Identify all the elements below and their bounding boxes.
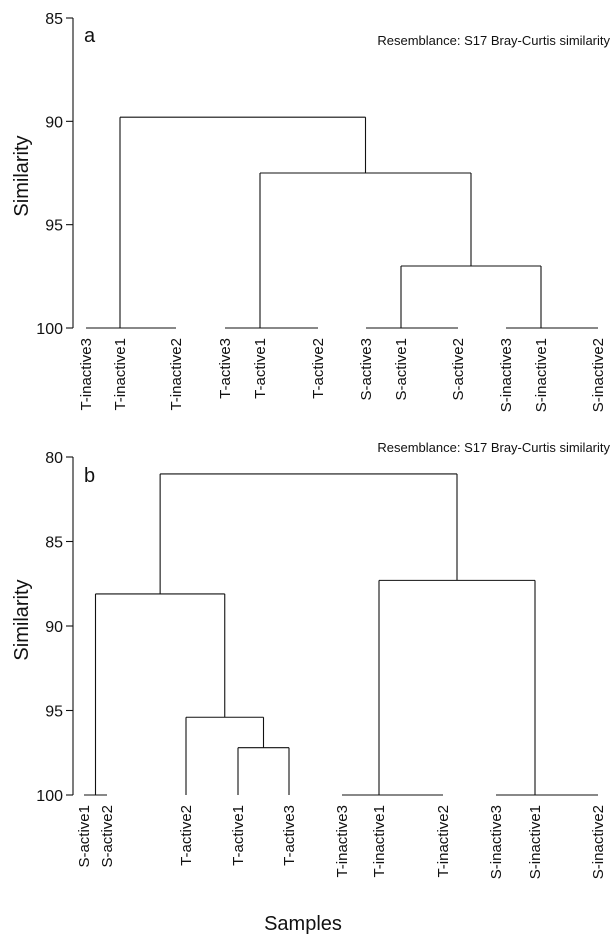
panel-b-y-tick-label-85: 85	[45, 535, 63, 552]
panel-b-leaf-label-S-inactive3: S-inactive3	[488, 805, 505, 879]
panel-b-y-axis-title: Similarity	[11, 579, 33, 660]
panel-b-leaf-label-T-active2: T-active2	[178, 805, 195, 866]
panel-b-y-tick-label-90: 90	[45, 619, 63, 636]
panel-b-leaf-label-S-active2: S-active2	[99, 805, 116, 868]
panel-a-y-tick-label-95: 95	[45, 218, 63, 235]
panel-a-leaf-label-T-inactive3: T-inactive3	[78, 338, 95, 411]
panel-a-leaf-label-S-inactive2: S-inactive2	[590, 338, 607, 412]
panel-a-leaf-label-T-active2: T-active2	[310, 338, 327, 399]
panel-b-leaf-label-T-inactive1: T-inactive1	[371, 805, 388, 878]
panel-a-leaf-label-S-active3: S-active3	[358, 338, 375, 401]
panel-a-leaf-label-S-inactive3: S-inactive3	[498, 338, 515, 412]
panel-b-y-tick-label-80: 80	[45, 450, 63, 467]
panel-a-resemblance-subtitle: Resemblance: S17 Bray-Curtis similarity	[377, 33, 610, 48]
panel-a-leaf-label-T-inactive2: T-inactive2	[168, 338, 185, 411]
panel-a-y-tick-label-100: 100	[36, 321, 63, 338]
panel-a-y-axis-title: Similarity	[11, 135, 33, 216]
panel-b-leaf-label-T-inactive3: T-inactive3	[334, 805, 351, 878]
panel-a-leaf-label-S-active1: S-active1	[393, 338, 410, 401]
panel-a-leaf-label-S-active2: S-active2	[450, 338, 467, 401]
panel-b-leaf-label-T-active3: T-active3	[281, 805, 298, 866]
panel-b-x-axis-title: Samples	[264, 913, 342, 935]
panel-a-leaf-label-T-active1: T-active1	[252, 338, 269, 399]
panel-b-leaf-label-S-active1: S-active1	[76, 805, 93, 868]
panel-b-y-tick-label-100: 100	[36, 788, 63, 805]
panel-b-y-tick-label-95: 95	[45, 704, 63, 721]
panel-a-y-tick-label-90: 90	[45, 114, 63, 131]
panel-a-leaf-label-T-inactive1: T-inactive1	[112, 338, 129, 411]
panel-b-panel-letter: b	[84, 465, 95, 487]
panel-b-resemblance-subtitle: Resemblance: S17 Bray-Curtis similarity	[377, 440, 610, 455]
panel-b-leaf-label-T-active1: T-active1	[230, 805, 247, 866]
panel-b-leaf-label-S-inactive1: S-inactive1	[527, 805, 544, 879]
panel-a-leaf-label-S-inactive1: S-inactive1	[533, 338, 550, 412]
panel-b-leaf-label-S-inactive2: S-inactive2	[590, 805, 607, 879]
panel-a-y-tick-label-85: 85	[45, 11, 63, 28]
panel-a-panel-letter: a	[84, 25, 96, 47]
panel-a-leaf-label-T-active3: T-active3	[217, 338, 234, 399]
panel-b-leaf-label-T-inactive2: T-inactive2	[435, 805, 452, 878]
